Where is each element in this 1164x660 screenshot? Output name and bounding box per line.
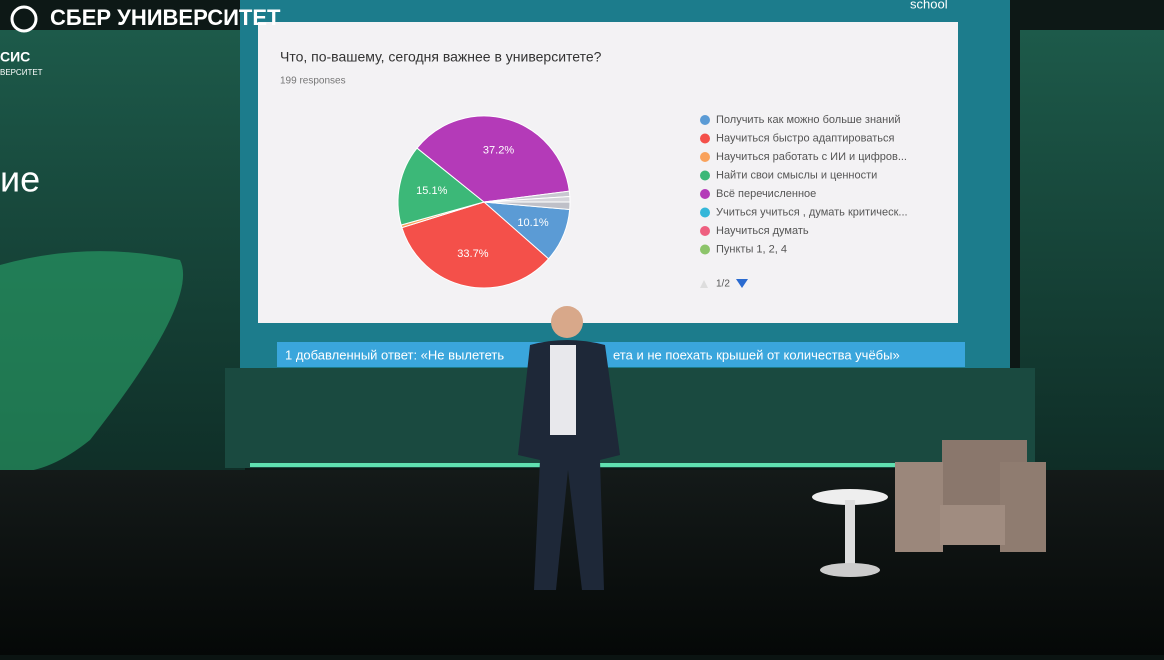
slide: [258, 22, 958, 323]
page-indicator: 1/2: [716, 279, 730, 290]
legend-marker: [700, 170, 710, 181]
table: [812, 489, 888, 577]
brand-icon: [10, 5, 38, 33]
logo-shape: [0, 251, 184, 472]
legend-marker: [700, 115, 710, 125]
legend: Получить как можно больше знаний Научитьс…: [700, 114, 908, 255]
pie: 10.1% 33.7% 15.1% 37.2%: [397, 115, 571, 289]
legend-label: Получить как можно больше знаний: [716, 114, 901, 126]
armchair: [895, 440, 1046, 552]
slice-label: 37.2%: [483, 145, 514, 157]
legend-marker: [700, 226, 710, 236]
slice-label: 15.1%: [416, 185, 447, 197]
legend-label: Научиться думать: [716, 225, 809, 237]
legend-marker: [700, 244, 710, 255]
legend-label: Пункты 1, 2, 4: [716, 243, 787, 255]
legend-label: Научиться быстро адаптироваться: [716, 132, 895, 144]
caption-bar: [277, 342, 965, 367]
school: school: [910, 0, 948, 11]
stage-front: [225, 368, 1035, 468]
pie-slice: [416, 115, 570, 203]
legend-label: Всё перечисленное: [716, 188, 816, 200]
side-logo: СИС: [0, 49, 30, 65]
stage-light: [250, 463, 1020, 467]
caption: 1 добавленный ответ: «Не вылететь: [285, 347, 504, 362]
next-page[interactable]: [736, 279, 748, 288]
pie-slice: [401, 201, 550, 289]
legend-marker: [700, 133, 710, 144]
legend-marker: [700, 207, 710, 218]
caption: ета и не поехать крышей от количества уч…: [613, 347, 900, 362]
right-wall: [1020, 30, 1164, 500]
pie-slice: [483, 201, 571, 211]
slice-label: 10.1%: [517, 217, 548, 229]
pie-slice: [397, 147, 486, 226]
legend-label: Учиться учиться , думать критическ...: [716, 206, 908, 218]
slice-label: 33.7%: [457, 248, 488, 260]
brand: СБЕР УНИВЕРСИТЕТ: [50, 5, 281, 30]
speaker: [518, 306, 620, 590]
legend-marker: [700, 189, 710, 199]
legend-label: Найти свои смыслы и ценности: [716, 169, 877, 181]
legend-marker: [700, 152, 710, 162]
chart-subtitle: 199 responses: [280, 76, 346, 87]
side-logo: ВЕРСИТЕТ: [0, 68, 43, 77]
chart-title: Что, по-вашему, сегодня важнее в универс…: [280, 49, 602, 65]
legend-label: Научиться работать с ИИ и цифров...: [716, 151, 907, 163]
prev-page[interactable]: [700, 280, 708, 288]
side-text: ие: [0, 159, 40, 200]
